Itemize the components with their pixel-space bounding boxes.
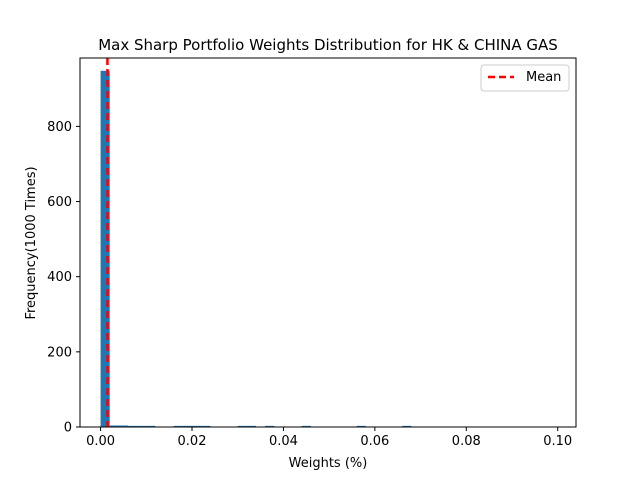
y-tick-label-2: 400 bbox=[47, 270, 72, 285]
histogram-bar-13 bbox=[301, 425, 311, 427]
y-tick-label-1: 200 bbox=[47, 345, 72, 360]
histogram-bar-6 bbox=[173, 425, 183, 427]
histogram-bar-2 bbox=[118, 425, 128, 427]
histogram-bars bbox=[100, 70, 412, 427]
histogram-bar-11 bbox=[246, 425, 256, 427]
histogram-bar-8 bbox=[192, 425, 202, 427]
histogram-bar-7 bbox=[182, 425, 192, 427]
x-axis-label: Weights (%) bbox=[289, 456, 368, 471]
x-tick-label-2: 0.04 bbox=[269, 434, 298, 449]
histogram-bar-4 bbox=[137, 425, 147, 427]
histogram-bar-1 bbox=[109, 425, 119, 427]
y-axis-ticks: 0 200 400 600 800 bbox=[47, 120, 80, 436]
legend-mean-label: Mean bbox=[526, 70, 561, 85]
histogram-bar-3 bbox=[128, 425, 138, 427]
histogram-bar-9 bbox=[201, 425, 211, 427]
y-tick-label-4: 800 bbox=[47, 120, 72, 135]
histogram-bar-15 bbox=[402, 425, 412, 427]
x-tick-label-5: 0.10 bbox=[543, 434, 572, 449]
histogram-bar-14 bbox=[356, 425, 366, 427]
legend-box bbox=[480, 64, 570, 92]
legend: Mean bbox=[480, 64, 570, 92]
y-tick-label-0: 0 bbox=[64, 421, 72, 436]
histogram-bar-5 bbox=[146, 425, 156, 427]
chart-title: Max Sharp Portfolio Weights Distribution… bbox=[98, 36, 558, 54]
y-tick-label-3: 600 bbox=[47, 195, 72, 210]
histogram-bar-10 bbox=[237, 425, 247, 427]
x-tick-label-0: 0.00 bbox=[86, 434, 115, 449]
y-axis-label: Frequency(1000 Times) bbox=[24, 166, 39, 319]
x-tick-label-3: 0.06 bbox=[360, 434, 389, 449]
x-tick-label-4: 0.08 bbox=[452, 434, 481, 449]
x-axis-ticks: 0.00 0.02 0.04 0.06 0.08 0.10 bbox=[86, 427, 572, 449]
histogram-bar-12 bbox=[265, 425, 275, 427]
x-tick-label-1: 0.02 bbox=[178, 434, 207, 449]
plot-frame bbox=[79, 57, 577, 428]
histogram-bar-0 bbox=[100, 70, 110, 427]
